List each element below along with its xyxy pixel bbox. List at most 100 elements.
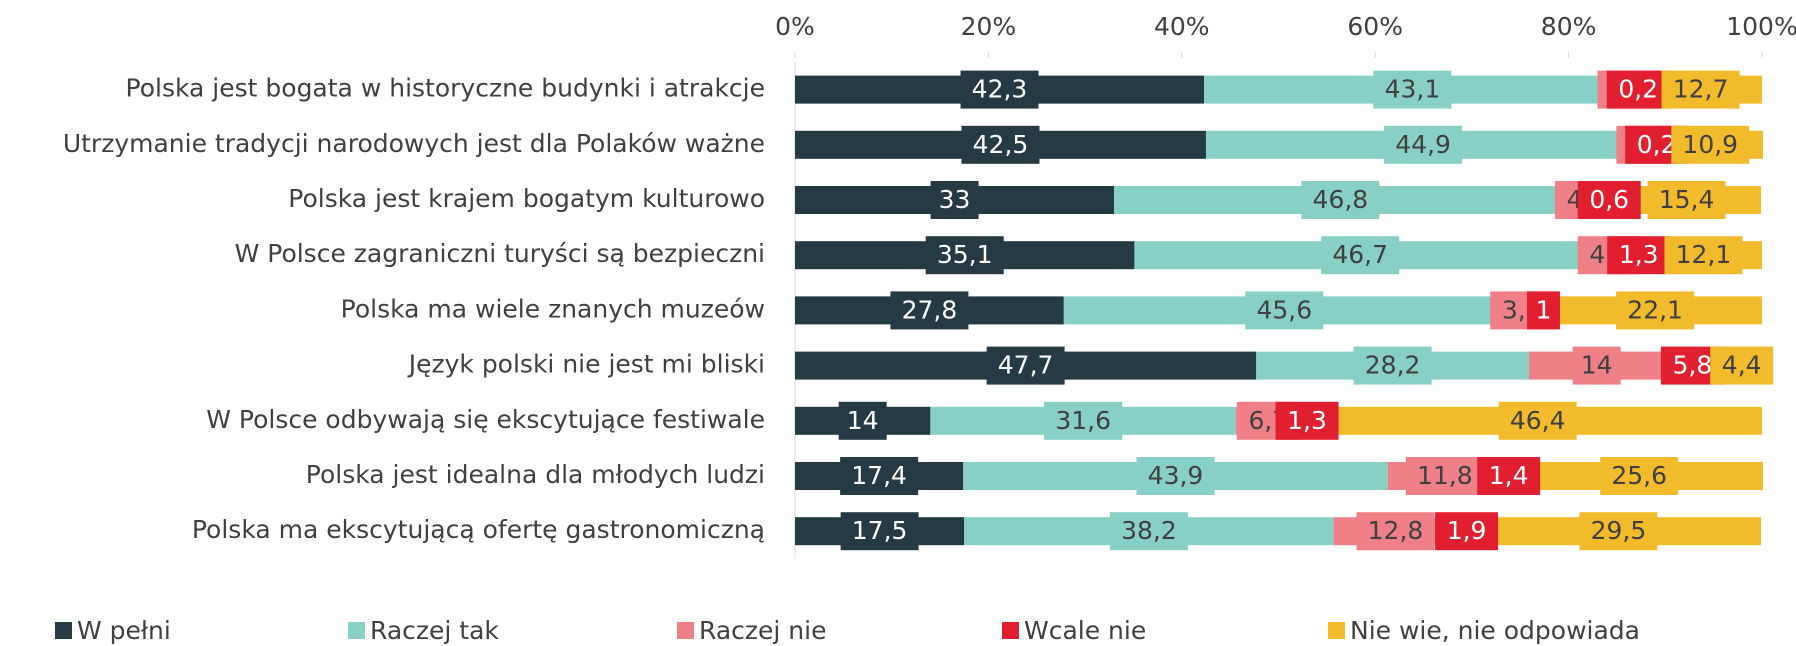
y-tick-label: Polska jest bogata w historyczne budynki…: [126, 74, 765, 103]
y-tick-label: Polska jest idealna dla młodych ludzi: [306, 460, 765, 489]
data-label-box: [961, 125, 1040, 164]
data-label-box: [960, 70, 1039, 109]
data-label-box: [1647, 181, 1726, 219]
data-label: 38,2: [1121, 516, 1177, 545]
data-label-box: [1498, 401, 1577, 440]
data-label: 47,7: [998, 351, 1054, 380]
data-label: 44,9: [1395, 130, 1451, 159]
legend-label: W pełni: [77, 616, 171, 645]
data-label: 1: [1536, 295, 1552, 324]
data-label: 14: [847, 406, 879, 435]
data-label: 17,4: [851, 461, 907, 490]
data-label: 5,8: [1672, 351, 1712, 380]
y-tick-label: Język polski nie jest mi bliski: [407, 350, 765, 379]
x-tick-label: 60%: [1347, 12, 1403, 41]
data-label-box: [838, 401, 887, 440]
legend-label: Nie wie, nie odpowiada: [1350, 616, 1640, 645]
data-label: 12,8: [1368, 516, 1424, 545]
y-tick-label: Polska ma wiele znanych muzeów: [341, 294, 765, 323]
data-label-box: [1136, 457, 1215, 495]
data-label: 1,9: [1447, 516, 1487, 545]
y-tick-label: W Polsce zagraniczni turyści są bezpiecz…: [235, 239, 765, 268]
data-label-box: [1600, 457, 1679, 495]
data-label: 46,8: [1313, 185, 1369, 214]
data-label-box: [1606, 70, 1670, 109]
data-label-box: [840, 457, 919, 495]
legend-swatch: [1002, 622, 1019, 639]
data-label-box: [1353, 346, 1432, 385]
data-label: 46,7: [1332, 240, 1388, 269]
data-label-box: [1607, 236, 1671, 275]
y-tick-label: Polska ma ekscytującą ofertę gastronomic…: [192, 515, 765, 544]
data-label: 0,2: [1637, 130, 1677, 159]
data-label-box: [1526, 291, 1560, 330]
data-label: 4,4: [1722, 351, 1762, 380]
data-label: 46,4: [1510, 406, 1566, 435]
legend-swatch: [348, 622, 365, 639]
data-label-box: [1044, 401, 1123, 440]
data-label: 0,2: [1618, 75, 1658, 104]
data-label-box: [1356, 512, 1435, 551]
x-tick-label: 80%: [1541, 12, 1597, 41]
data-label-box: [1572, 346, 1621, 385]
data-label: 12,7: [1673, 75, 1729, 104]
data-label: 12,1: [1676, 240, 1732, 269]
data-label-box: [1109, 512, 1188, 551]
data-label-box: [840, 512, 919, 551]
data-label: 1,3: [1619, 240, 1659, 269]
data-label: 10,9: [1682, 130, 1738, 159]
data-label-box: [1373, 70, 1452, 109]
data-label: 29,5: [1591, 516, 1647, 545]
data-label: 42,5: [973, 130, 1029, 159]
data-label-box: [986, 346, 1065, 385]
y-tick-label: Polska jest krajem bogatym kulturowo: [288, 184, 765, 213]
data-label-box: [1579, 512, 1658, 551]
data-label-box: [1664, 236, 1743, 275]
data-label-box: [890, 291, 969, 330]
data-label-box: [1577, 181, 1641, 219]
x-tick-label: 20%: [961, 12, 1017, 41]
data-label: 31,6: [1055, 406, 1111, 435]
data-label: 45,6: [1256, 295, 1312, 324]
data-label-box: [930, 181, 979, 219]
data-label: 28,2: [1365, 351, 1421, 380]
data-label: 35,1: [937, 240, 993, 269]
data-label: 27,8: [902, 295, 958, 324]
data-label: 15,4: [1659, 185, 1715, 214]
data-label-box: [1245, 291, 1324, 330]
data-label: 43,1: [1385, 75, 1441, 104]
legend-swatch: [1328, 622, 1345, 639]
data-label-box: [1616, 291, 1695, 330]
data-label-box: [1671, 125, 1750, 164]
legend-swatch: [677, 622, 694, 639]
data-label-box: [1661, 70, 1740, 109]
data-label-box: [1275, 401, 1339, 440]
y-tick-label: Utrzymanie tradycji narodowych jest dla …: [63, 129, 765, 158]
data-label: 22,1: [1627, 295, 1683, 324]
x-tick-label: 0%: [775, 12, 815, 41]
data-label-box: [1384, 125, 1463, 164]
data-label-box: [1710, 346, 1774, 385]
data-label: 25,6: [1611, 461, 1667, 490]
data-label-box: [1301, 181, 1380, 219]
data-label-box: [1321, 236, 1400, 275]
data-label: 17,5: [852, 516, 908, 545]
data-label-box: [1405, 457, 1484, 495]
x-tick-label: 40%: [1154, 12, 1210, 41]
y-tick-label: W Polsce odbywają się ekscytujące festiw…: [206, 405, 765, 434]
legend-label: Wcale nie: [1024, 616, 1146, 645]
legend-swatch: [55, 622, 72, 639]
data-label-box: [1435, 512, 1499, 551]
legend-label: Raczej tak: [370, 616, 499, 645]
data-label: 33: [939, 185, 971, 214]
data-label: 43,9: [1148, 461, 1204, 490]
data-label-box: [1477, 457, 1541, 495]
data-label: 1,4: [1489, 461, 1529, 490]
data-label: 11,8: [1417, 461, 1473, 490]
data-label-box: [925, 236, 1004, 275]
data-label: 14: [1581, 351, 1613, 380]
data-label: 42,3: [972, 75, 1028, 104]
x-tick-label: 100%: [1726, 12, 1796, 41]
data-label: 0,6: [1589, 185, 1629, 214]
